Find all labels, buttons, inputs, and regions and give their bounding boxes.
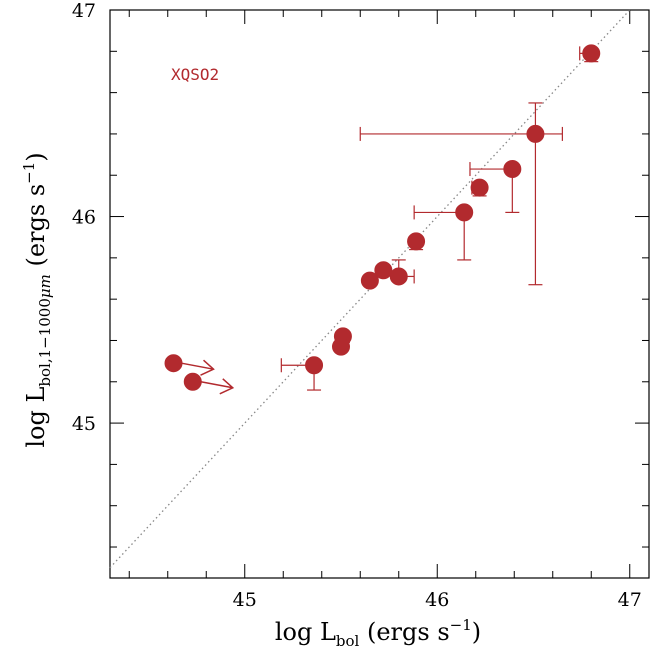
x-axis-label: log Lbol (ergs s−1) — [275, 616, 481, 650]
annotation-label: XQSO2 — [171, 65, 219, 84]
x-tick-label: 47 — [618, 589, 642, 611]
y-tick-label: 45 — [72, 413, 96, 435]
data-point — [360, 271, 379, 290]
data-point — [455, 203, 474, 222]
limit-arrow-shaft — [200, 381, 233, 389]
data-point — [503, 160, 522, 179]
y-tick-label: 46 — [72, 207, 96, 229]
data-point — [305, 356, 324, 375]
one-to-one-line — [109, 9, 631, 569]
data-point — [164, 354, 183, 373]
y-tick-label: 47 — [72, 0, 96, 22]
data-point — [389, 267, 408, 286]
limit-arrow-head — [219, 378, 235, 395]
data-point — [332, 337, 350, 356]
x-tick-label: 46 — [425, 589, 449, 611]
data-point — [374, 261, 393, 280]
data-point — [183, 372, 202, 391]
data-point — [470, 178, 489, 197]
data-point — [526, 124, 545, 143]
x-tick-label: 45 — [233, 589, 257, 611]
y-axis-label: log Lbol,1−1000μm (ergs s−1) — [20, 152, 54, 447]
data-point — [582, 44, 601, 63]
plot-frame — [109, 9, 650, 579]
limit-arrow-head — [200, 359, 215, 376]
data-point — [407, 232, 426, 251]
limit-arrow-shaft — [181, 362, 214, 370]
